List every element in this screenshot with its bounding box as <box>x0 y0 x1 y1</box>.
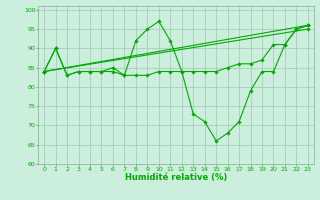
X-axis label: Humidité relative (%): Humidité relative (%) <box>125 173 227 182</box>
